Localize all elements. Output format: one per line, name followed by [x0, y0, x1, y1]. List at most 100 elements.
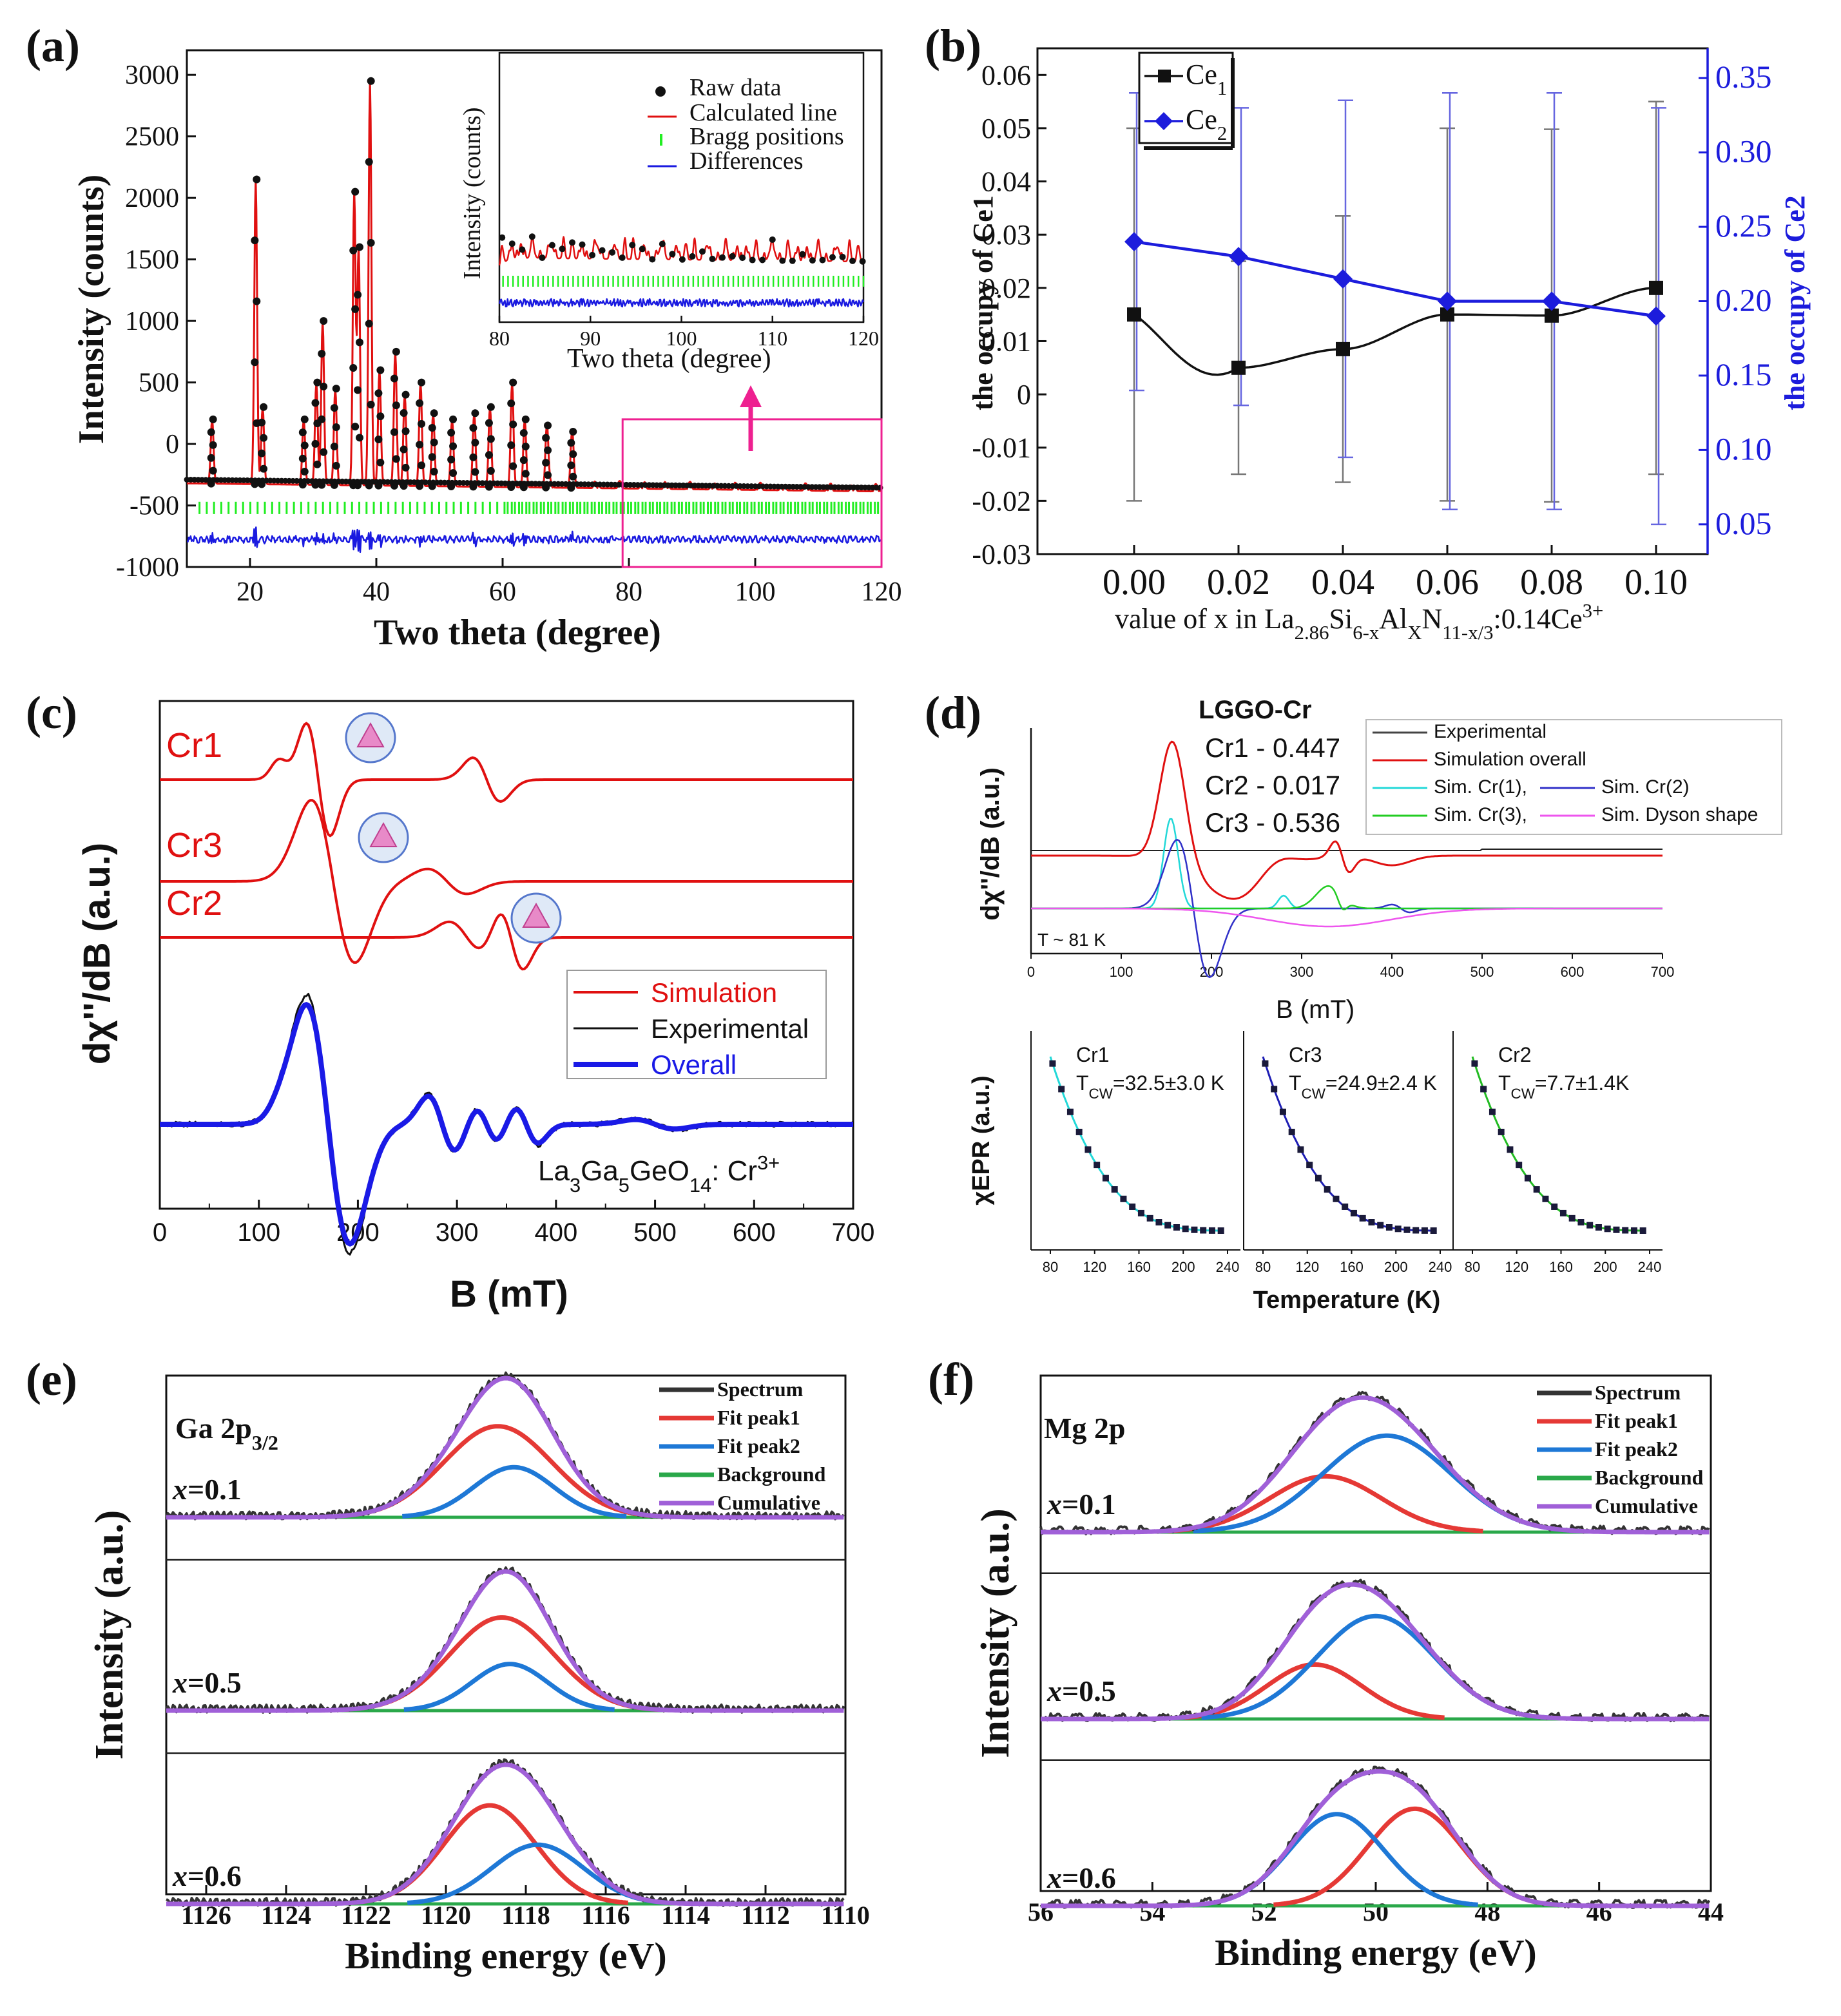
raw-data-point	[469, 424, 477, 432]
text-part: 1	[1217, 77, 1227, 99]
sim-cr3-trace	[1031, 885, 1663, 910]
chi-data-point	[1049, 1060, 1056, 1067]
x-tick-label: 0.10	[1624, 562, 1688, 602]
raw-data-point	[349, 363, 358, 372]
y-tick-label-left: -0.01	[972, 432, 1031, 464]
text-part: Al	[1379, 603, 1407, 635]
raw-data-point	[330, 442, 338, 450]
legend-label: Simulation	[651, 977, 777, 1008]
x-tick-label: 700	[832, 1218, 875, 1247]
panel-label-d: (d)	[925, 687, 981, 738]
inset-raw-point	[679, 256, 686, 263]
x-tick-label: 0.04	[1311, 562, 1374, 602]
ce1-point	[1649, 280, 1663, 295]
chi-data-point	[1577, 1219, 1585, 1226]
panel-e: (e)1126 1124 1122 1120 1118 1116 1114 1112 1110B…	[26, 1354, 870, 1977]
cumulative-line	[166, 1762, 845, 1906]
x-tick-label: 0.02	[1207, 562, 1270, 602]
raw-data-point	[471, 438, 479, 446]
y-tick-label-right: 0.20	[1715, 282, 1772, 318]
chi-data-point	[1120, 1195, 1127, 1202]
subplot-x-tick-label: 80	[1255, 1259, 1271, 1275]
x-tick-label: 48	[1474, 1897, 1500, 1926]
raw-data-point	[207, 428, 215, 436]
ce1-line	[1133, 287, 1657, 376]
chi-data-point	[1146, 1214, 1153, 1222]
subplot-x-tick-label: 200	[1594, 1259, 1617, 1275]
raw-data-point	[390, 374, 398, 383]
panel-label: (e)	[26, 1354, 77, 1405]
composition-label: x=0.5	[1046, 1675, 1116, 1707]
raw-data-point	[351, 423, 360, 431]
fit-peak2	[1192, 1433, 1581, 1533]
inset-raw-point	[629, 242, 636, 249]
chi-data-point	[1394, 1225, 1402, 1233]
inset-raw-point	[829, 254, 836, 261]
raw-data-point	[485, 451, 493, 459]
formula-annotation: La3Ga5GeO14: Cr3+	[538, 1151, 780, 1196]
chi-data-point	[1516, 1162, 1523, 1169]
subplot-name: Cr2	[1498, 1043, 1532, 1066]
raw-data-point	[313, 378, 322, 387]
raw-data-point	[300, 467, 309, 475]
inset-x-tick-label: 90	[580, 327, 601, 350]
y-tick-label-right: 0.05	[1715, 505, 1772, 541]
inset-x-tick-label: 120	[848, 327, 879, 350]
inset-raw-point	[809, 257, 816, 264]
legend-ce1-label: Ce1	[1186, 59, 1227, 99]
inset-x-tick-label: 80	[489, 327, 510, 350]
chi-data-point	[1559, 1209, 1566, 1216]
inset-raw-point	[669, 251, 676, 258]
cumulative-line	[1040, 1582, 1710, 1722]
x-tick-label: 0	[153, 1218, 167, 1247]
chi-data-point	[1568, 1214, 1576, 1222]
chi-data-point	[1507, 1146, 1514, 1153]
chi-data-point	[1430, 1227, 1437, 1234]
y-axis-title: Intensity (a.u.)	[974, 1508, 1017, 1758]
fraction-label: Cr2 - 0.017	[1205, 770, 1340, 800]
text-part: x	[1046, 1488, 1062, 1521]
raw-data-point	[430, 467, 438, 475]
element-title: Mg 2p	[1044, 1412, 1126, 1445]
raw-data-point	[519, 428, 528, 437]
raw-data-point	[400, 445, 408, 454]
legend-label: Cumulative	[717, 1491, 820, 1514]
chi-data-point	[1595, 1224, 1602, 1231]
spectrum-line	[165, 1566, 845, 1714]
chi-data-point	[1630, 1227, 1637, 1234]
chi-data-point	[1586, 1222, 1594, 1229]
chi-data-point	[1058, 1086, 1065, 1093]
raw-data-point	[416, 441, 424, 449]
cr2-simulation	[160, 913, 853, 971]
text-part: CW	[1302, 1086, 1326, 1102]
raw-data-point	[509, 462, 517, 470]
raw-data-point	[485, 419, 493, 427]
raw-data-point	[318, 415, 326, 423]
legend-label: Raw data	[689, 74, 782, 101]
composition-label: x=0.1	[1046, 1488, 1116, 1521]
y-tick-label-right: 0.25	[1715, 207, 1772, 244]
subplot-name: Cr3	[1289, 1043, 1322, 1066]
text-part: =0.1	[1062, 1488, 1116, 1521]
subplot-tcw: TCW=32.5±3.0 K	[1076, 1071, 1224, 1102]
subplot-x-tick-label: 240	[1638, 1259, 1662, 1275]
panel-d: (d) 0 100 200 300 400 500 600 700 B (mT) dχ''/dB (…	[925, 687, 1782, 1314]
y-tick-label-right: 0.15	[1715, 356, 1772, 392]
raw-data-point	[374, 389, 383, 398]
temperature-note: T ~ 81 K	[1037, 930, 1106, 950]
x-tick-label: 100	[1110, 964, 1133, 980]
subplot-x-tick-label: 200	[1384, 1259, 1408, 1275]
text-part: 3+	[757, 1151, 780, 1174]
x-tick-label: 500	[1470, 964, 1494, 980]
raw-data-point	[418, 378, 426, 387]
spectrum-line	[1040, 1579, 1710, 1722]
raw-data-point	[567, 439, 575, 447]
raw-data-point	[351, 187, 360, 196]
chi-data-point	[1173, 1224, 1180, 1231]
raw-data-point	[376, 412, 385, 421]
raw-data-point	[521, 415, 530, 423]
fit-peak1	[1167, 1474, 1484, 1533]
inset-raw-point	[508, 240, 516, 247]
chi-data-point	[1342, 1203, 1349, 1210]
x-axis-title: Binding energy (eV)	[1215, 1932, 1536, 1973]
